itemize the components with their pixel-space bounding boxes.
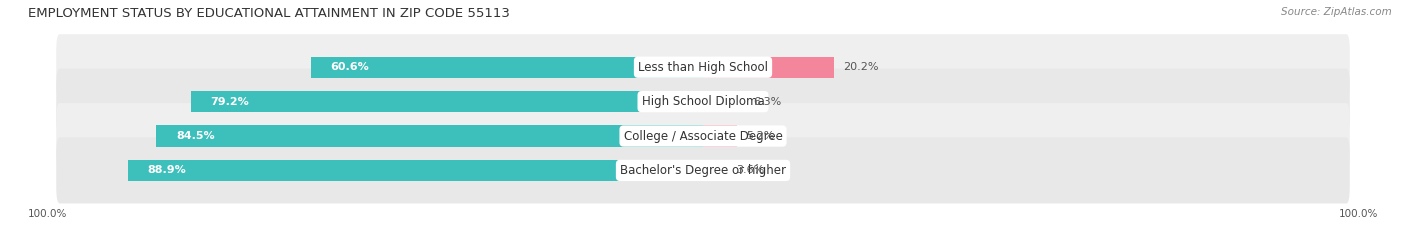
Bar — [311, 57, 703, 78]
Text: Source: ZipAtlas.com: Source: ZipAtlas.com — [1281, 7, 1392, 17]
Bar — [703, 57, 834, 78]
Bar — [128, 160, 703, 181]
FancyBboxPatch shape — [56, 103, 1350, 169]
Text: Bachelor's Degree or higher: Bachelor's Degree or higher — [620, 164, 786, 177]
Text: 84.5%: 84.5% — [176, 131, 215, 141]
FancyBboxPatch shape — [56, 34, 1350, 100]
Text: Less than High School: Less than High School — [638, 61, 768, 74]
Text: College / Associate Degree: College / Associate Degree — [624, 130, 782, 143]
Text: 6.3%: 6.3% — [754, 97, 782, 107]
Text: 100.0%: 100.0% — [1339, 209, 1378, 219]
Text: 5.2%: 5.2% — [747, 131, 775, 141]
Text: 100.0%: 100.0% — [28, 209, 67, 219]
Text: High School Diploma: High School Diploma — [641, 95, 765, 108]
FancyBboxPatch shape — [56, 137, 1350, 203]
Text: 60.6%: 60.6% — [330, 62, 370, 72]
Bar — [703, 91, 744, 112]
FancyBboxPatch shape — [56, 69, 1350, 135]
Text: 79.2%: 79.2% — [209, 97, 249, 107]
Text: 3.6%: 3.6% — [735, 165, 765, 175]
Bar — [703, 125, 737, 147]
Text: 88.9%: 88.9% — [148, 165, 186, 175]
Bar — [156, 125, 703, 147]
Text: 20.2%: 20.2% — [844, 62, 879, 72]
Bar — [191, 91, 703, 112]
Text: EMPLOYMENT STATUS BY EDUCATIONAL ATTAINMENT IN ZIP CODE 55113: EMPLOYMENT STATUS BY EDUCATIONAL ATTAINM… — [28, 7, 510, 20]
Bar — [703, 160, 727, 181]
